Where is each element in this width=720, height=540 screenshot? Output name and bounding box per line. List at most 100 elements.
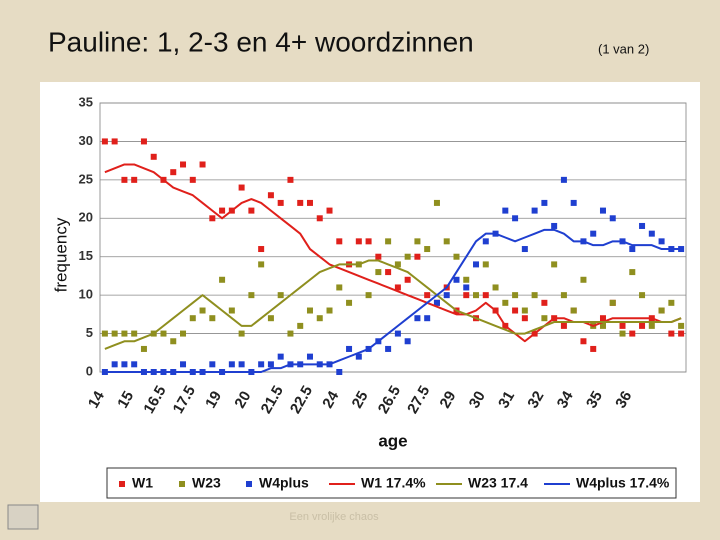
data-point (219, 276, 226, 283)
data-point (267, 361, 274, 368)
data-point (238, 361, 245, 368)
data-point (121, 330, 128, 337)
data-point (365, 238, 372, 245)
data-point (306, 307, 313, 314)
x-tick-label: 19 (202, 388, 225, 411)
x-tick-label: 14 (85, 388, 108, 412)
data-point (512, 215, 519, 222)
data-point (297, 199, 304, 206)
y-tick-label: 10 (79, 287, 93, 302)
data-point (394, 261, 401, 268)
data-point (111, 361, 118, 368)
data-point (277, 292, 284, 299)
data-point (385, 238, 392, 245)
data-point (346, 345, 353, 352)
data-point (355, 353, 362, 360)
data-point (473, 261, 480, 268)
data-point (375, 269, 382, 276)
data-point (590, 230, 597, 237)
data-point (219, 207, 226, 214)
data-point (316, 215, 323, 222)
data-point (209, 315, 216, 322)
data-point (306, 199, 313, 206)
data-point (502, 299, 509, 306)
data-point (658, 238, 665, 245)
data-point (512, 292, 519, 299)
data-point (326, 207, 333, 214)
data-point (131, 330, 138, 337)
data-point (463, 292, 470, 299)
data-point (267, 192, 274, 199)
x-tick-label: 24 (319, 388, 342, 412)
data-point (609, 299, 616, 306)
data-point (512, 307, 519, 314)
data-point (306, 353, 313, 360)
data-point (678, 322, 685, 329)
data-point (560, 176, 567, 183)
legend-label: W23 17.4 (468, 475, 528, 491)
data-point (560, 292, 567, 299)
data-point (326, 307, 333, 314)
data-point (521, 315, 528, 322)
data-point (238, 184, 245, 191)
slide-subtitle: (1 van 2) (598, 41, 649, 56)
home-button[interactable] (7, 504, 39, 530)
data-point (131, 176, 138, 183)
data-point (609, 215, 616, 222)
x-tick-label: 25 (349, 388, 372, 411)
data-point (424, 246, 431, 253)
data-point (433, 299, 440, 306)
data-point (482, 292, 489, 299)
data-point (619, 322, 626, 329)
trend-line (104, 259, 682, 350)
x-tick-label: 30 (466, 388, 489, 411)
data-point (521, 246, 528, 253)
data-point (404, 253, 411, 260)
data-point (199, 161, 206, 168)
y-tick-label: 35 (79, 94, 93, 109)
data-point (111, 330, 118, 337)
data-point (258, 261, 265, 268)
data-point (668, 330, 675, 337)
data-point (189, 315, 196, 322)
data-point (375, 253, 382, 260)
data-point (101, 330, 108, 337)
y-tick-label: 0 (86, 363, 93, 378)
data-point (209, 361, 216, 368)
data-point (258, 361, 265, 368)
data-point (170, 338, 177, 345)
plot-area (99, 102, 687, 373)
data-point (238, 330, 245, 337)
x-tick-label: 35 (583, 388, 606, 411)
data-point (551, 261, 558, 268)
data-point (521, 307, 528, 314)
data-point (648, 230, 655, 237)
data-point (385, 345, 392, 352)
data-point (629, 330, 636, 337)
legend-label: W23 (192, 475, 221, 491)
data-point (160, 330, 167, 337)
data-point (492, 284, 499, 291)
data-point (355, 238, 362, 245)
data-point (658, 307, 665, 314)
footer: Een vrolijke chaos (289, 511, 379, 523)
x-tick-label: 34 (554, 388, 577, 412)
data-point (336, 369, 343, 375)
data-point (639, 222, 646, 229)
data-point (453, 276, 460, 283)
data-point (121, 361, 128, 368)
x-tick-label: 32 (524, 388, 547, 411)
data-point (424, 315, 431, 322)
data-point (629, 269, 636, 276)
data-point (316, 315, 323, 322)
data-point (404, 338, 411, 345)
data-point (541, 199, 548, 206)
data-point (189, 176, 196, 183)
legend-marker (179, 481, 185, 487)
data-point (463, 276, 470, 283)
y-tick-label: 5 (86, 325, 93, 340)
data-point (336, 284, 343, 291)
data-point (258, 246, 265, 253)
data-point (580, 338, 587, 345)
